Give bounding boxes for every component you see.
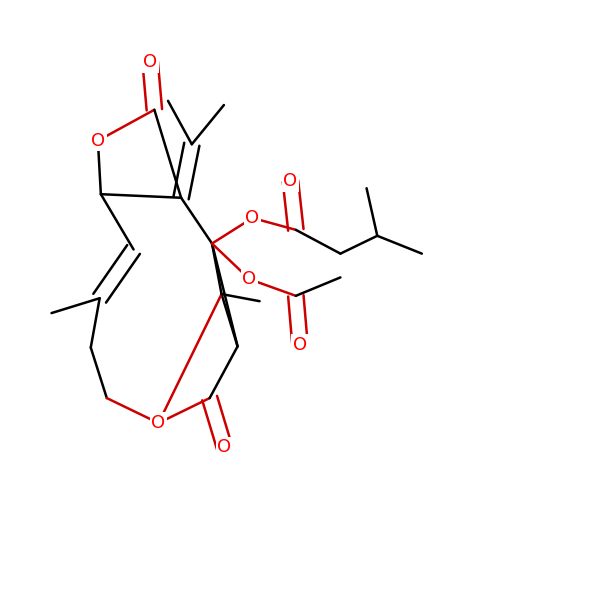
Text: O: O (91, 131, 105, 149)
Text: O: O (245, 209, 260, 227)
Text: O: O (151, 414, 166, 432)
Text: O: O (242, 270, 257, 288)
Text: O: O (143, 53, 157, 71)
Text: O: O (293, 335, 307, 353)
Text: O: O (283, 172, 298, 190)
Text: O: O (217, 439, 232, 457)
